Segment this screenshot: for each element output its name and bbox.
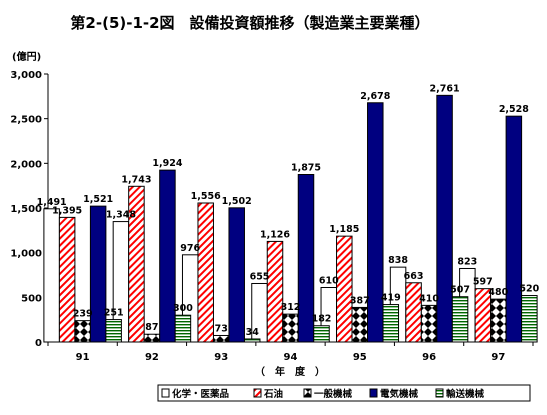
bar-91-series-4 (105, 319, 122, 343)
bar-92-series-3 (159, 169, 176, 343)
data-label: 1,743 (121, 174, 151, 185)
data-label: 520 (519, 284, 539, 295)
bar-96-series-3 (436, 94, 453, 343)
bar-93-series-4 (243, 338, 261, 343)
bar-96-series-2 (420, 304, 438, 343)
data-label: 34 (246, 327, 260, 338)
data-label: 1,491 (37, 197, 67, 208)
x-tick-label: 94 (284, 352, 298, 363)
bar-94-series-3 (297, 174, 315, 343)
data-label: 1,348 (106, 210, 136, 221)
bar-91-series-0 (43, 208, 60, 343)
legend-label-3: 電気機械 (380, 388, 419, 400)
data-label: 976 (180, 243, 200, 254)
bar-92-series-2 (143, 333, 161, 343)
bar-95-series-1 (336, 235, 353, 343)
data-label: 2,678 (360, 91, 390, 102)
data-label: 1,185 (329, 224, 359, 235)
data-label: 507 (450, 285, 470, 296)
bar-96-series-1 (405, 282, 422, 343)
data-label: 838 (388, 255, 408, 266)
data-label: 1,924 (152, 158, 182, 169)
y-tick-label: 500 (21, 293, 42, 304)
data-label: 312 (281, 302, 301, 313)
bar-97-series-3 (505, 115, 523, 343)
y-tick-label: 1,500 (10, 204, 42, 215)
bar-92-series-4 (174, 314, 192, 343)
data-label: 410 (419, 293, 439, 304)
data-label: 2,528 (499, 104, 529, 115)
x-tick-label: 91 (76, 352, 90, 363)
bar-93-series-2 (212, 334, 230, 343)
bar-91-series-2 (74, 320, 91, 343)
bar-94-series-4 (313, 325, 330, 343)
legend-label-2: 一般機械 (314, 388, 353, 400)
legend-label-1: 石油 (263, 388, 283, 400)
bar-94-series-1 (266, 240, 284, 343)
bar-91-series-1 (58, 216, 76, 343)
bar-93-series-3 (228, 207, 245, 343)
data-labels-group: 1,491 1,348 976 655 610 838 823 1,395 1,743 1,556… (37, 83, 540, 338)
data-label: 73 (215, 323, 228, 334)
y-tick-label: 2,000 (10, 159, 42, 170)
legend-swatch-1 (253, 388, 262, 398)
legend-swatch-0 (161, 388, 170, 398)
bar-93-series-1 (197, 202, 214, 343)
x-tick-label: 95 (353, 352, 367, 363)
data-label: 87 (145, 322, 158, 333)
chart-title: 第2-(5)-1-2図 設備投資額推移（製造業主要業種） (70, 14, 429, 32)
data-label: 1,521 (83, 194, 113, 205)
data-label: 1,126 (260, 229, 290, 240)
x-axis-label: （ 年 度 ） (255, 365, 325, 378)
data-label: 387 (350, 295, 370, 306)
bar-96-series-4 (451, 296, 469, 343)
y-tick-label: 0 (35, 338, 42, 349)
y-tick-label: 1,000 (10, 249, 42, 260)
legend-label-4: 輸送機械 (446, 388, 485, 400)
bar-95-series-2 (351, 306, 369, 343)
x-tick-label: 92 (145, 352, 159, 363)
data-label: 239 (73, 309, 93, 320)
data-label: 1,502 (222, 196, 252, 207)
legend-swatch-2 (303, 388, 312, 398)
data-label: 1,395 (52, 205, 82, 216)
data-label: 655 (250, 271, 270, 282)
data-label: 2,761 (430, 83, 460, 94)
y-axis-unit: (億円) (12, 50, 41, 63)
x-tick-label: 96 (422, 352, 436, 363)
data-label: 300 (173, 303, 193, 314)
data-label: 182 (312, 314, 332, 325)
bar-97-series-2 (490, 298, 507, 343)
data-label: 419 (381, 293, 401, 304)
data-label: 251 (104, 308, 124, 319)
x-tick-label: 93 (214, 352, 228, 363)
y-tick-label: 3,000 (10, 70, 42, 81)
data-label: 1,556 (191, 191, 221, 202)
bar-92-series-1 (128, 185, 145, 343)
y-tick-label: 2,500 (10, 115, 42, 126)
data-label: 1,875 (291, 163, 321, 174)
data-label: 480 (488, 287, 508, 298)
bars-group (43, 94, 538, 343)
legend-label-0: 化学・医薬品 (172, 388, 229, 400)
data-label: 597 (473, 277, 493, 288)
bar-95-series-3 (367, 102, 384, 343)
data-label: 610 (319, 276, 339, 287)
bar-95-series-4 (382, 304, 400, 343)
bar-97-series-4 (521, 295, 538, 343)
bar-94-series-2 (282, 313, 299, 343)
legend-swatch-4 (435, 388, 444, 398)
data-label: 663 (404, 271, 424, 282)
x-tick-label: 97 (491, 352, 505, 363)
legend: 化学・医薬品 石油 一般機械 電気機械 輸送機械 (157, 384, 531, 402)
bar-91-series-3 (89, 205, 107, 343)
legend-swatch-3 (369, 388, 378, 398)
data-label: 823 (457, 256, 477, 267)
